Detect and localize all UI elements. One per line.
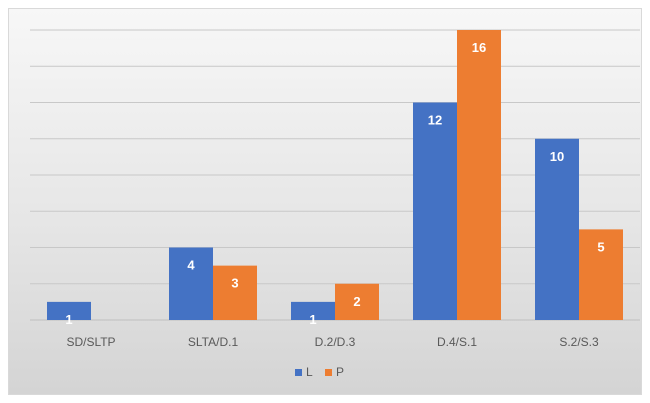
x-axis: SD/SLTP SLTA/D.1 D.2/D.3 D.4/S.1 S.2/S.3 — [66, 335, 599, 349]
data-label-P-1: 3 — [231, 276, 238, 291]
data-label-L-2: 1 — [309, 312, 316, 327]
data-label-P-2: 2 — [353, 294, 360, 309]
bar-L-1 — [169, 247, 213, 320]
bar-L-2 — [291, 301, 335, 320]
legend-label-P: P — [336, 365, 344, 379]
legend-label-L: L — [306, 365, 313, 379]
bar-L-4 — [535, 138, 579, 320]
bar-P-4 — [579, 229, 623, 320]
x-tick-label: D.4/S.1 — [437, 335, 477, 349]
data-label-P-4: 5 — [597, 239, 604, 254]
bar-P-2 — [335, 283, 379, 320]
legend-swatch-L — [295, 369, 302, 376]
bars — [47, 30, 623, 320]
bar-L-3 — [413, 102, 457, 320]
x-tick-label: D.2/D.3 — [315, 335, 356, 349]
data-label-P-3: 16 — [472, 40, 486, 55]
data-label-L-1: 4 — [187, 258, 195, 273]
data-label-L-0: 1 — [65, 312, 72, 327]
bar-P-1 — [213, 265, 257, 320]
bar-L-0 — [47, 301, 91, 320]
x-tick-label: SD/SLTP — [66, 335, 115, 349]
data-label-L-3: 12 — [428, 113, 442, 128]
legend-swatch-P — [325, 369, 332, 376]
x-tick-label: S.2/S.3 — [559, 335, 599, 349]
bar-P-3 — [457, 30, 501, 320]
data-label-L-4: 10 — [550, 149, 564, 164]
x-tick-label: SLTA/D.1 — [188, 335, 239, 349]
